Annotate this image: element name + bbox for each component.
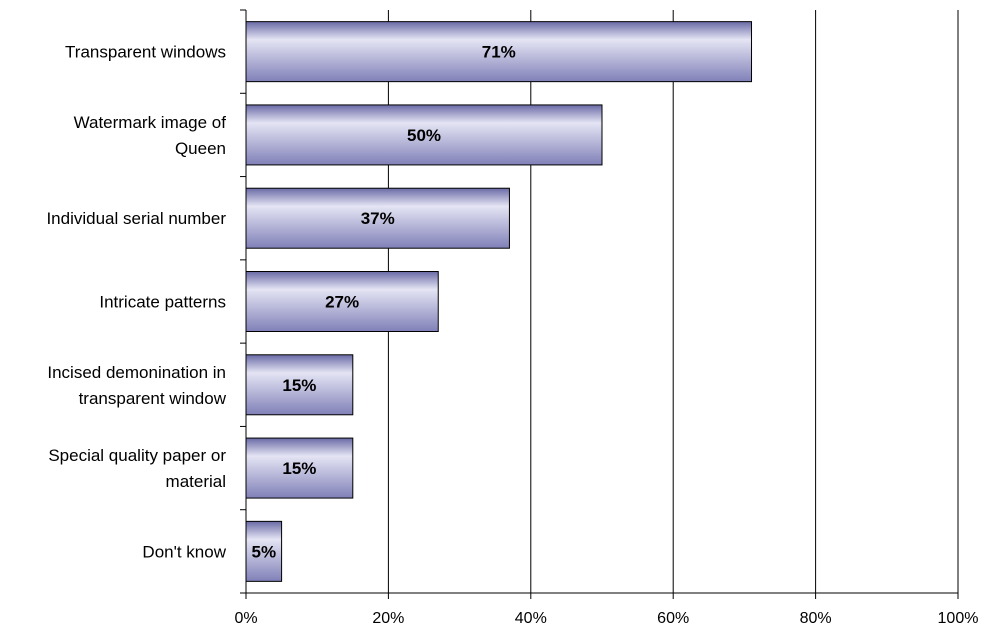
category-label: Incised demonination in transparent windo… xyxy=(47,363,226,408)
category-label: Special quality paper or material xyxy=(48,446,226,491)
x-tick-label: 20% xyxy=(372,610,404,627)
data-label: 5% xyxy=(252,542,277,561)
category-label: Intricate patterns xyxy=(99,293,226,312)
bar-3 xyxy=(245,271,439,332)
category-label: Don't know xyxy=(142,542,226,561)
data-label: 27% xyxy=(325,293,359,312)
bar-6 xyxy=(245,520,283,582)
data-label: 15% xyxy=(282,376,316,395)
x-tick-label: 0% xyxy=(234,610,257,627)
data-label: 71% xyxy=(482,43,516,62)
labels: 0% 20% 40% 60% 80% 100% 71% Transparent windows… xyxy=(46,43,978,627)
data-label: 50% xyxy=(407,126,441,145)
x-tick-label: 100% xyxy=(938,610,979,627)
data-label: 15% xyxy=(282,459,316,478)
axes xyxy=(240,9,959,599)
category-label: Transparent windows xyxy=(65,43,226,62)
bars xyxy=(245,21,753,582)
gridlines xyxy=(387,10,959,593)
x-tick-label: 80% xyxy=(800,610,832,627)
bar-4 xyxy=(245,354,354,416)
x-tick-label: 60% xyxy=(657,610,689,627)
data-label: 37% xyxy=(361,209,395,228)
category-label: Individual serial number xyxy=(46,209,226,228)
bar-5 xyxy=(245,437,354,499)
bar-0 xyxy=(245,21,753,83)
category-label: Watermark image of Queen xyxy=(74,113,227,158)
x-tick-label: 40% xyxy=(515,610,547,627)
bar-2 xyxy=(245,187,510,249)
